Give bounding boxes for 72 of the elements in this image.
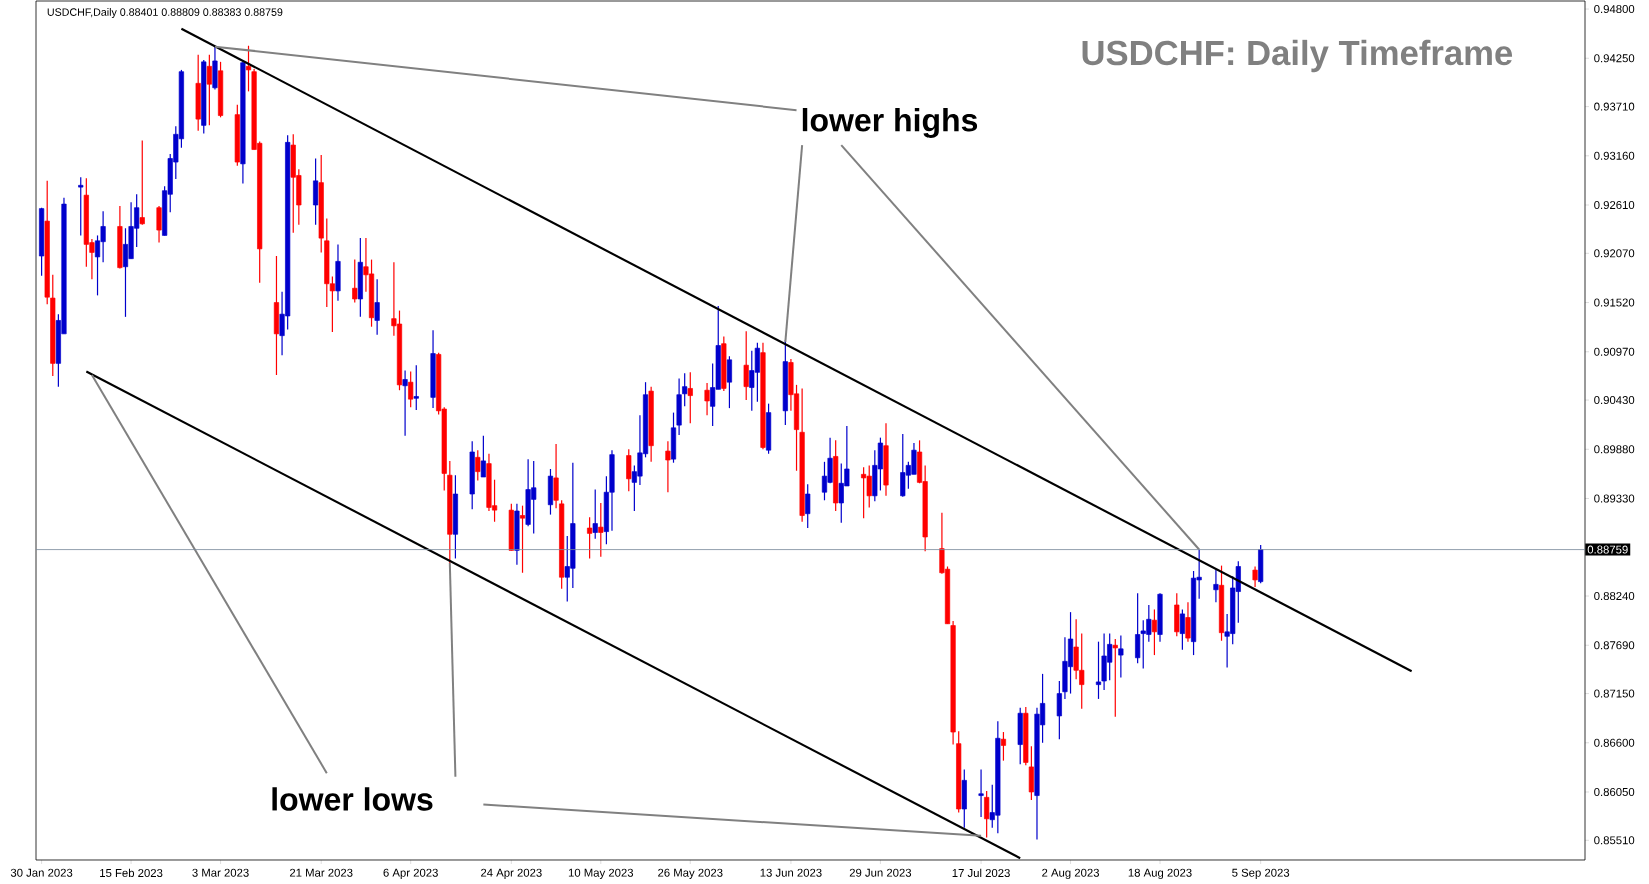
text: USDCHF,Daily 0.88401 0.88809 0.88383 0.88759 [47, 8, 283, 19]
candlestick [726, 355, 732, 409]
y-tick-label: 0.93160 [1594, 151, 1635, 160]
y-tick-label: 0.86600 [1594, 738, 1635, 747]
candlestick [1179, 608, 1185, 651]
y-tick-label: 0.90430 [1594, 396, 1635, 405]
y-tick-label: 0.94800 [1594, 5, 1635, 14]
x-tick-label: 30 Jan 2023 [10, 868, 73, 877]
candlestick [682, 372, 688, 407]
candlestick [687, 371, 693, 424]
candlestick [978, 769, 984, 818]
y-tick-label: 0.91520 [1594, 298, 1635, 307]
y-tick-label: 0.87690 [1594, 641, 1635, 650]
x-tick-label: 18 Aug 2023 [1128, 868, 1192, 879]
candlestick [1118, 634, 1124, 679]
x-tick-label: 10 May 2023 [568, 868, 634, 879]
candlestick [1000, 731, 1007, 762]
candlestick [587, 516, 593, 560]
x-tick-label: 21 Mar 2023 [289, 868, 353, 877]
y-tick-label: 0.92610 [1594, 201, 1635, 210]
y-tick-label: 0.89880 [1594, 445, 1635, 454]
candlestick [805, 483, 811, 529]
candlestick [1185, 601, 1191, 643]
y-tick-label: 0.92070 [1594, 249, 1635, 258]
candlestick [743, 330, 749, 401]
candlestick [408, 370, 414, 408]
x-tick-label: 15 Feb 2023 [100, 868, 163, 878]
candlestick [78, 176, 84, 237]
x-tick-label: 26 May 2023 [658, 868, 723, 879]
candlestick [156, 205, 162, 244]
y-tick-label: 0.87150 [1594, 689, 1635, 698]
candlestick [374, 278, 380, 336]
candlestick [1252, 565, 1258, 588]
y-tick-label: 0.93710 [1594, 102, 1635, 111]
x-tick-label: 29 Jun 2023 [849, 868, 912, 877]
candlestick [206, 54, 212, 126]
y-tick-label: 0.88240 [1594, 592, 1635, 601]
y-tick-label: 0.94250 [1594, 54, 1635, 63]
y-tick-label: 0.89330 [1594, 494, 1635, 503]
x-tick-label: 2 Aug 2023 [1042, 868, 1100, 879]
candlestick [592, 488, 598, 540]
text: USDCHF: Daily Timeframe [1082, 39, 1513, 73]
candlestick [413, 364, 419, 411]
y-tick-label: 0.86050 [1594, 787, 1635, 796]
x-tick-label: 5 Sep 2023 [1232, 868, 1290, 879]
candlestick [245, 45, 252, 92]
candlestick [1056, 680, 1062, 740]
y-tick-label: 0.85510 [1594, 836, 1635, 845]
candlestick [626, 448, 632, 492]
candlestick [402, 369, 408, 437]
candlestick [1151, 608, 1157, 656]
x-tick-label: 3 Mar 2023 [192, 868, 249, 877]
x-tick-label: 6 Apr 2023 [383, 868, 438, 879]
ref-line-label: 0.88759 [1587, 545, 1628, 554]
candlestick [704, 382, 710, 416]
candlestick [139, 139, 145, 226]
x-tick-label: 24 Apr 2023 [481, 868, 542, 879]
annotation: lower highs [802, 107, 978, 138]
candlestick [598, 502, 604, 558]
candlestick [475, 449, 481, 482]
candlestick [1112, 638, 1118, 718]
candlestick [352, 258, 358, 304]
y-tick-label: 0.90970 [1594, 347, 1635, 356]
candlestick [1213, 569, 1219, 603]
x-tick-label: 13 Jun 2023 [760, 868, 822, 877]
x-tick-label: 17 Jul 2023 [952, 868, 1010, 878]
candlestick [553, 443, 559, 509]
annotation: lower lows [272, 787, 433, 811]
candlestick [519, 505, 526, 574]
candlestick [480, 435, 486, 478]
candlestick [984, 790, 990, 839]
candlestick [665, 440, 671, 493]
